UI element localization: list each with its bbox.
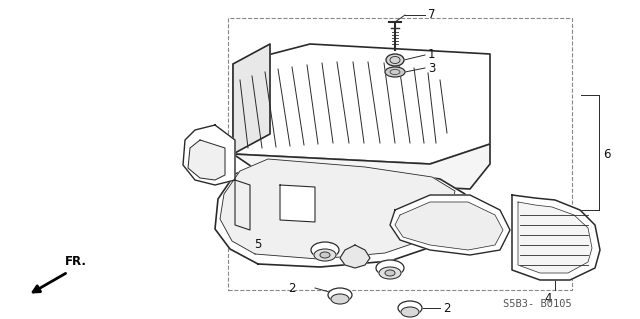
Ellipse shape bbox=[320, 252, 330, 258]
Polygon shape bbox=[340, 245, 370, 268]
Ellipse shape bbox=[386, 54, 404, 66]
Polygon shape bbox=[233, 44, 490, 164]
Text: 7: 7 bbox=[428, 9, 435, 21]
Text: 1: 1 bbox=[428, 48, 435, 62]
Text: 2: 2 bbox=[443, 301, 451, 315]
Polygon shape bbox=[233, 144, 490, 189]
Ellipse shape bbox=[376, 260, 404, 276]
Text: 4: 4 bbox=[544, 292, 552, 305]
Text: S5B3- B0105: S5B3- B0105 bbox=[503, 299, 572, 309]
Text: 6: 6 bbox=[603, 149, 611, 161]
Polygon shape bbox=[233, 44, 270, 154]
Ellipse shape bbox=[331, 294, 349, 304]
Ellipse shape bbox=[385, 270, 395, 276]
Ellipse shape bbox=[311, 242, 339, 258]
Ellipse shape bbox=[379, 267, 401, 279]
Polygon shape bbox=[518, 202, 592, 273]
Polygon shape bbox=[215, 161, 465, 267]
Polygon shape bbox=[280, 185, 315, 222]
Polygon shape bbox=[235, 180, 250, 230]
Polygon shape bbox=[395, 202, 503, 250]
Bar bbox=[228, 18, 572, 290]
Ellipse shape bbox=[385, 67, 405, 77]
Polygon shape bbox=[188, 140, 225, 180]
Ellipse shape bbox=[328, 288, 352, 302]
Text: 2: 2 bbox=[289, 281, 296, 294]
Text: 3: 3 bbox=[428, 62, 435, 75]
Polygon shape bbox=[512, 195, 600, 280]
Polygon shape bbox=[220, 159, 455, 259]
Polygon shape bbox=[390, 195, 510, 255]
Polygon shape bbox=[183, 125, 235, 185]
Ellipse shape bbox=[314, 249, 336, 261]
Text: FR.: FR. bbox=[65, 255, 87, 268]
Ellipse shape bbox=[398, 301, 422, 315]
Ellipse shape bbox=[401, 307, 419, 317]
Text: 5: 5 bbox=[254, 239, 262, 251]
